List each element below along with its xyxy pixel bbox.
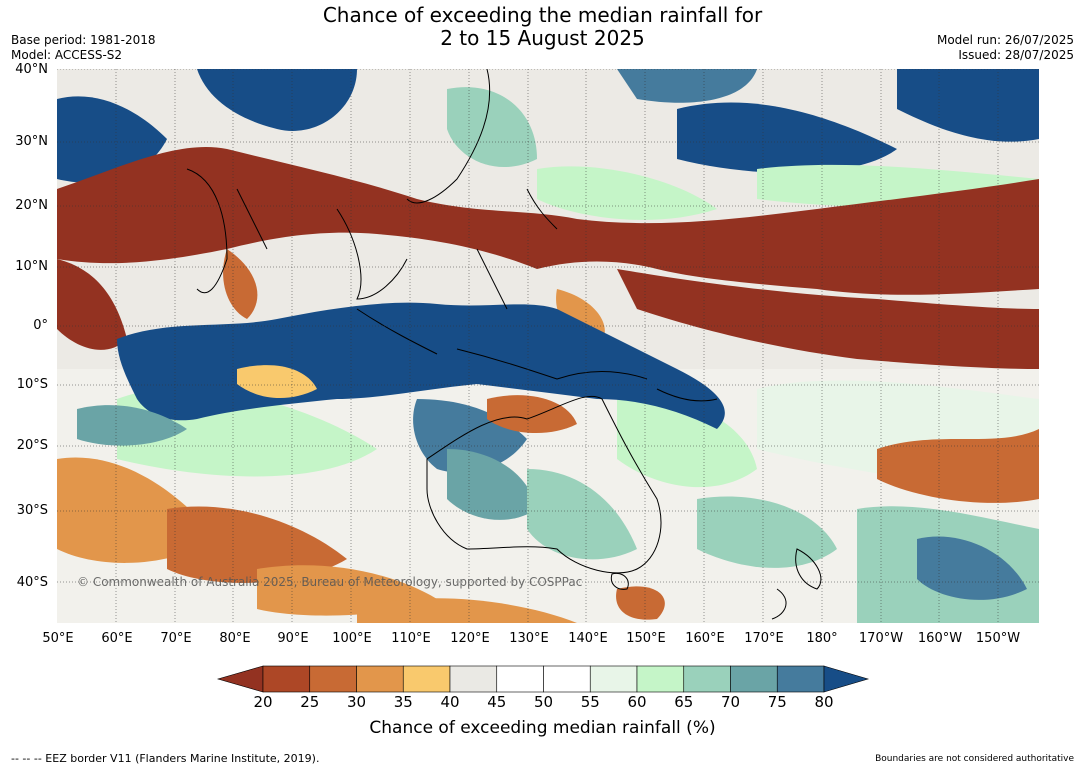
colorbar-cell (496, 665, 544, 693)
colorbar-tick-label: 65 (674, 693, 694, 711)
map-graphic (57, 69, 1039, 623)
meta-right: Model run: 26/07/2025 Issued: 28/07/2025 (937, 33, 1074, 63)
colorbar-arrow-low (216, 665, 264, 693)
lon-label: 170°E (744, 631, 784, 646)
rainfall-map (57, 69, 1039, 623)
map-title: Chance of exceeding the median rainfall … (0, 4, 1085, 50)
lat-label: 20°N (15, 198, 48, 213)
colorbar-tick-label: 45 (487, 693, 507, 711)
model-run: Model run: 26/07/2025 (936, 33, 1074, 47)
lon-label: 70°E (160, 631, 192, 646)
copyright-note: © Commonwealth of Australia 2025, Bureau… (77, 575, 583, 589)
meta-left: Base period: 1981-2018 Model: ACCESS-S2 (11, 33, 156, 63)
title-line-1: Chance of exceeding the median rainfall … (322, 3, 763, 27)
colorbar-cell (449, 665, 498, 693)
colorbar-tick-label: 55 (580, 693, 600, 711)
lon-label: 50°E (42, 631, 74, 646)
colorbar-cells (216, 665, 870, 693)
lon-label: 150°E (626, 631, 666, 646)
boundary-disclaimer: Boundaries are not considered authoritat… (875, 754, 1074, 764)
colorbar-cell (402, 665, 451, 693)
colorbar-cell (543, 665, 591, 693)
colorbar-tick-label: 50 (533, 693, 554, 711)
lon-label: 140°E (568, 631, 608, 646)
colorbar-tick-label: 35 (393, 693, 413, 711)
lat-label: 30°S (16, 503, 48, 518)
colorbar-tick-label: 70 (720, 693, 741, 711)
lon-label: 160°W (917, 631, 963, 646)
model-name: Model: ACCESS-S2 (11, 48, 123, 62)
lon-label: 90°E (277, 631, 309, 646)
lon-label: 160°E (685, 631, 725, 646)
colorbar-cell (683, 665, 731, 693)
lon-label: 180° (806, 631, 838, 646)
colorbar-arrow-high (823, 665, 870, 693)
colorbar-tick-label: 80 (814, 693, 834, 711)
colorbar-cell (776, 665, 825, 693)
colorbar-tick-label: 25 (300, 693, 320, 711)
colorbar-tick-label: 20 (253, 693, 273, 711)
lat-label: 30°N (15, 134, 48, 149)
colorbar-tick-label: 75 (767, 693, 787, 711)
australia-coastline (426, 395, 662, 574)
lon-label: 150°W (975, 631, 1021, 646)
lon-label: 100°E (332, 631, 372, 646)
colorbar-tick-label: 40 (440, 693, 460, 711)
lon-label: 120°E (450, 631, 490, 646)
colorbar (216, 665, 870, 693)
colorbar-tick-label: 60 (627, 693, 647, 711)
colorbar-cell (636, 665, 685, 693)
colorbar-cell (262, 665, 311, 693)
graticule (57, 69, 1039, 623)
colorbar-cell (356, 665, 404, 693)
eez-legend: -- -- -- EEZ border V11 (Flanders Marine… (11, 752, 320, 765)
colorbar-cell (589, 665, 638, 693)
base-period: Base period: 1981-2018 (11, 33, 156, 47)
lon-label: 110°E (391, 631, 431, 646)
lon-label: 80°E (219, 631, 251, 646)
lat-label: 10°S (16, 377, 48, 392)
lat-label: 10°N (15, 259, 48, 274)
lat-label: 40°N (15, 62, 48, 77)
lat-label: 40°S (16, 575, 48, 590)
lon-label: 130°E (509, 631, 549, 646)
colorbar-label: Chance of exceeding median rainfall (%) (369, 718, 716, 738)
colorbar-cell (730, 665, 778, 693)
colorbar-tick-label: 30 (346, 693, 367, 711)
title-line-2: 2 to 15 August 2025 (440, 26, 645, 50)
lon-label: 60°E (101, 631, 133, 646)
issued-date: Issued: 28/07/2025 (958, 48, 1074, 62)
lon-label: 170°W (858, 631, 904, 646)
lat-label: 20°S (16, 438, 48, 453)
lat-label: 0° (33, 318, 48, 333)
colorbar-cell (309, 665, 357, 693)
